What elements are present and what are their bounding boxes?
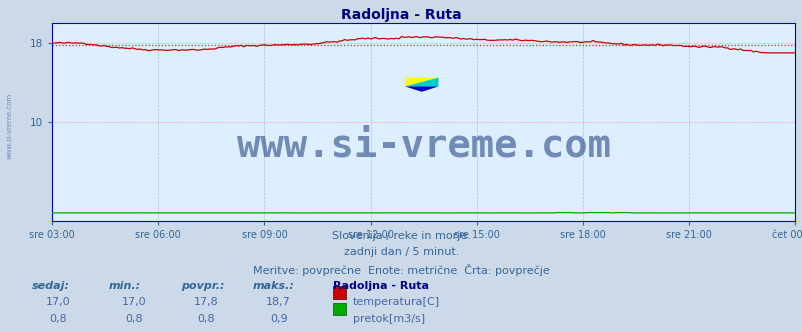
Text: 17,8: 17,8 [194, 297, 218, 307]
Text: 0,8: 0,8 [49, 314, 67, 324]
Text: min.:: min.: [108, 281, 140, 290]
Text: Slovenija / reke in morje.: Slovenija / reke in morje. [332, 231, 470, 241]
Text: maks.:: maks.: [253, 281, 294, 290]
Text: 0,9: 0,9 [269, 314, 287, 324]
Polygon shape [404, 78, 438, 86]
Text: pretok[m3/s]: pretok[m3/s] [352, 314, 424, 324]
Text: www.si-vreme.com: www.si-vreme.com [237, 127, 610, 165]
Text: 18,7: 18,7 [266, 297, 290, 307]
Text: Radoljna - Ruta: Radoljna - Ruta [341, 8, 461, 22]
Text: Meritve: povprečne  Enote: metrične  Črta: povprečje: Meritve: povprečne Enote: metrične Črta:… [253, 264, 549, 276]
Text: Radoljna - Ruta: Radoljna - Ruta [333, 281, 429, 290]
Text: temperatura[C]: temperatura[C] [352, 297, 439, 307]
Text: www.si-vreme.com: www.si-vreme.com [6, 93, 12, 159]
Text: 17,0: 17,0 [46, 297, 70, 307]
Text: povpr.:: povpr.: [180, 281, 224, 290]
Polygon shape [404, 86, 438, 92]
Polygon shape [404, 78, 438, 86]
Text: zadnji dan / 5 minut.: zadnji dan / 5 minut. [343, 247, 459, 257]
Text: sedaj:: sedaj: [32, 281, 70, 290]
Text: 0,8: 0,8 [197, 314, 215, 324]
Text: 0,8: 0,8 [125, 314, 143, 324]
Text: 17,0: 17,0 [122, 297, 146, 307]
